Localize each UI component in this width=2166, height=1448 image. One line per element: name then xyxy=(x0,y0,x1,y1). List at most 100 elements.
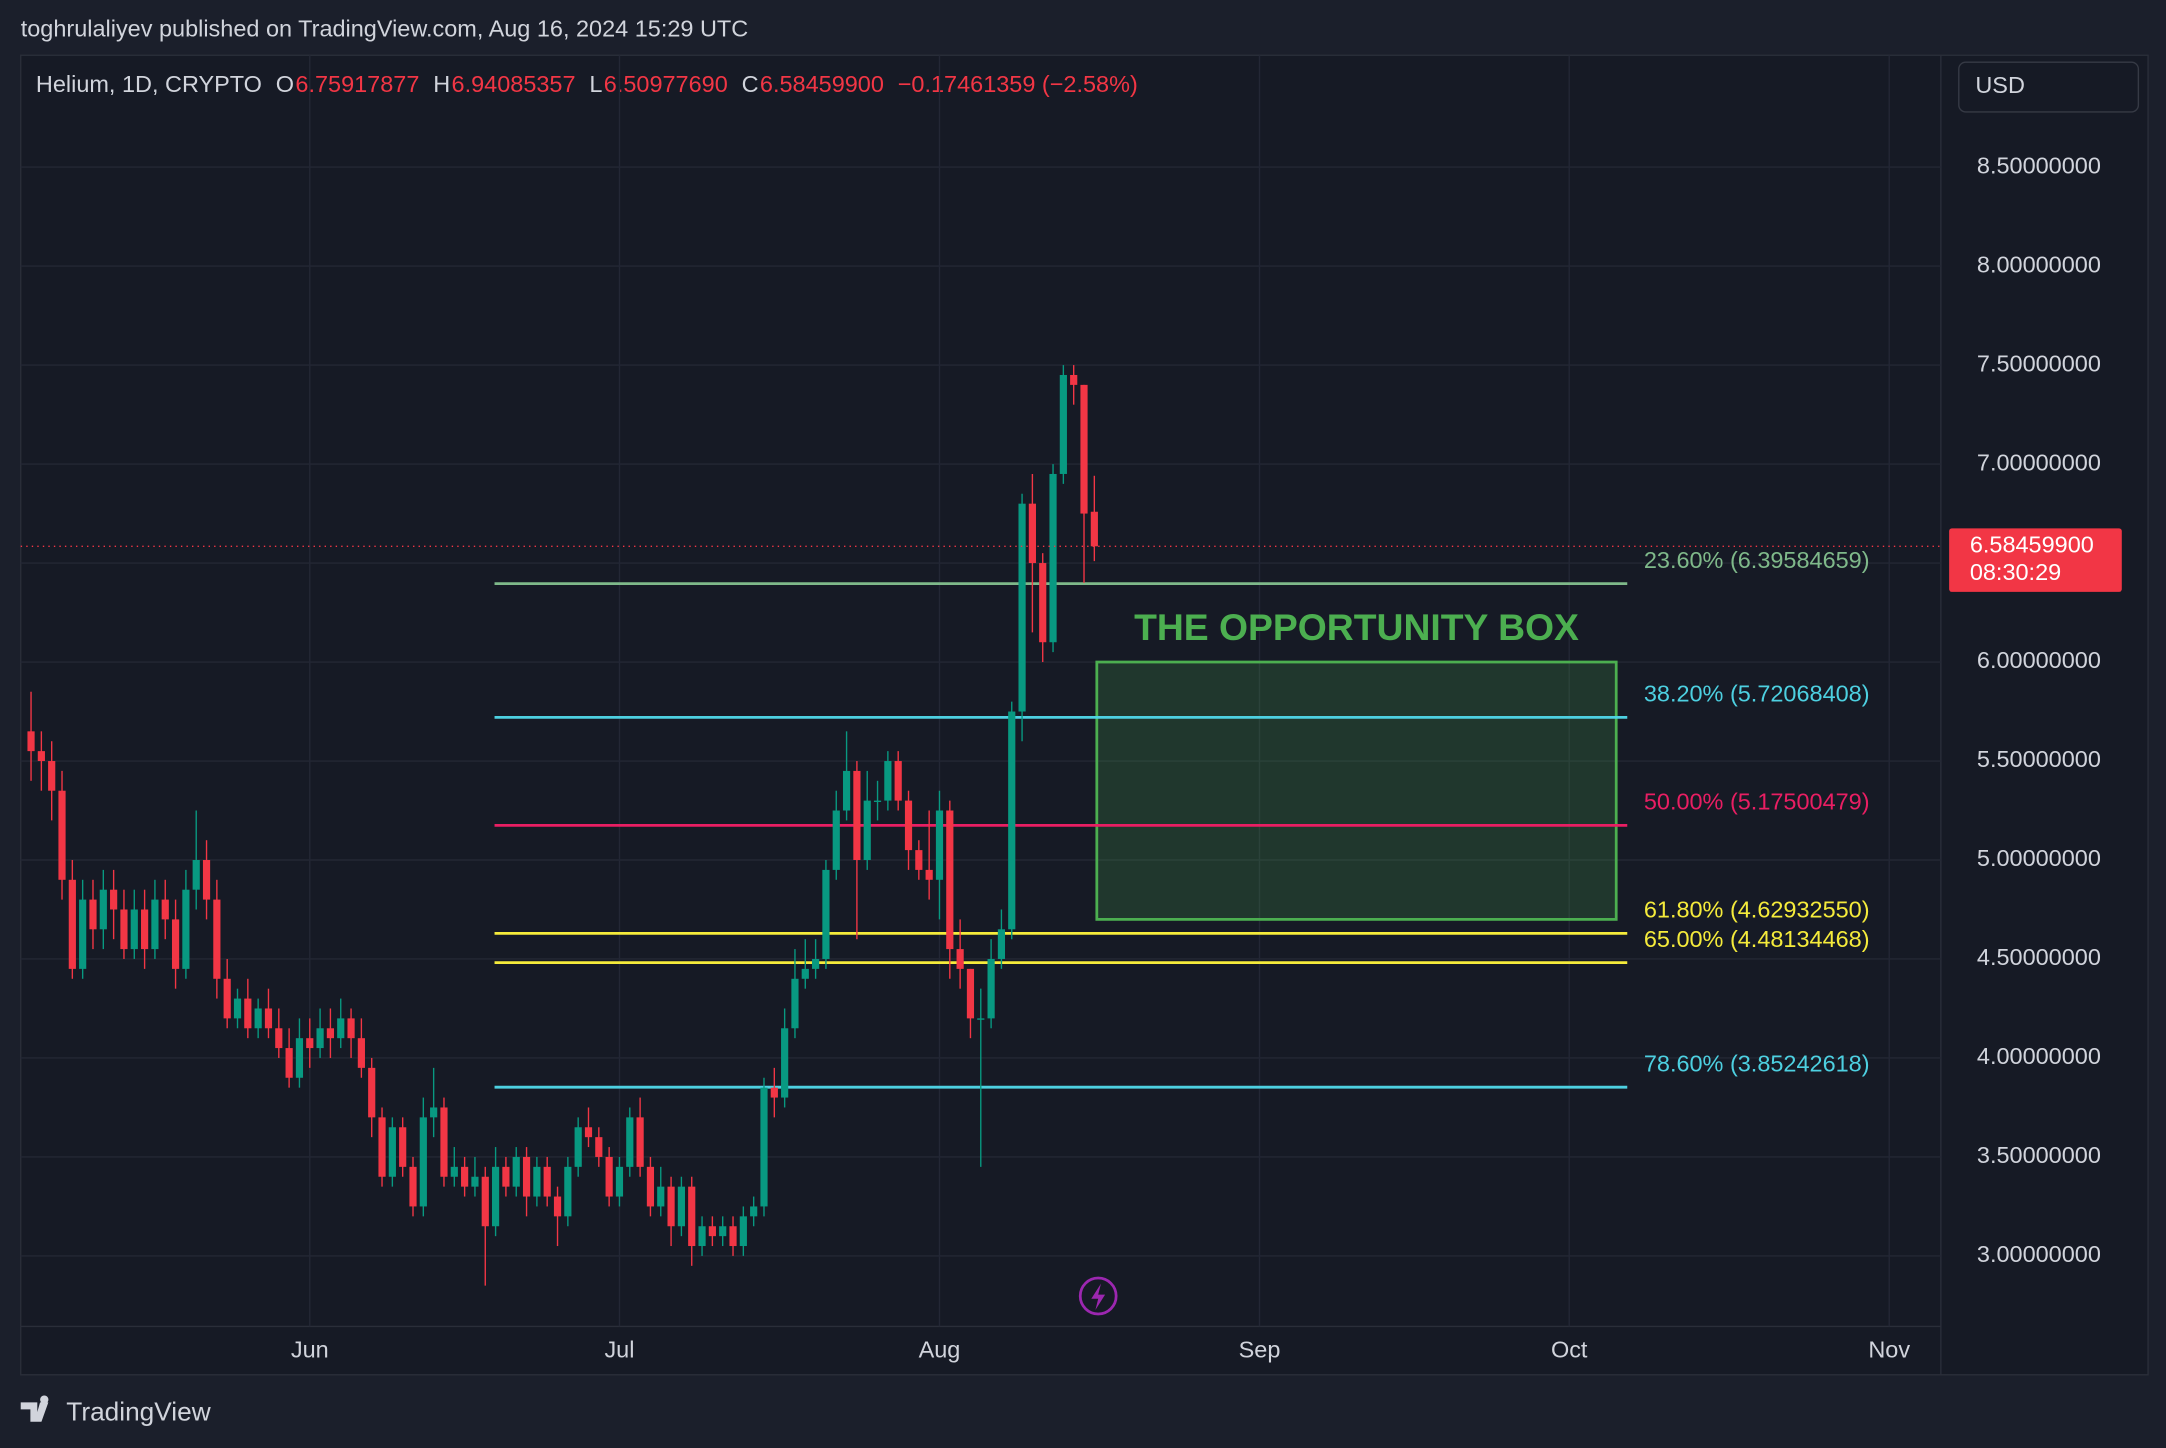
candle-body xyxy=(430,1107,438,1118)
candle-body xyxy=(1080,384,1088,514)
candle-body xyxy=(873,800,882,802)
y-tick-label: 4.00000000 xyxy=(1977,1043,2101,1069)
legend-key: L xyxy=(589,71,602,97)
candle-body xyxy=(812,958,820,969)
fib-label: 65.00% (4.48134468) xyxy=(1644,926,1870,952)
candle-body xyxy=(584,1127,593,1138)
candle-body xyxy=(110,889,118,910)
candle-body xyxy=(605,1156,613,1197)
y-tick-label: 7.00000000 xyxy=(1977,449,2101,475)
candle-body xyxy=(306,1038,314,1049)
candle-body xyxy=(626,1117,634,1167)
candle-body xyxy=(1008,711,1016,930)
candle-body xyxy=(915,850,923,870)
candle-body xyxy=(368,1067,376,1118)
candle-body xyxy=(574,1127,582,1167)
candle-body xyxy=(533,1166,541,1197)
fib-label: 38.20% (5.72068408) xyxy=(1644,680,1870,706)
candle-body xyxy=(223,978,231,1019)
candle-body xyxy=(151,899,159,950)
fib-label: 61.80% (4.62932550) xyxy=(1644,896,1870,922)
candle-body xyxy=(595,1137,603,1157)
legend-value: 6.58459900 xyxy=(760,71,884,97)
last-price-label: 6.58459900 xyxy=(1970,532,2094,558)
last-price-tag xyxy=(1949,528,2122,592)
candle-body xyxy=(997,929,1006,959)
symbol: Helium, 1D, CRYPTO xyxy=(36,71,262,97)
candle-body xyxy=(801,968,809,979)
candle-body xyxy=(202,860,211,900)
y-tick-label: 4.50000000 xyxy=(1977,944,2101,970)
y-tick-label: 7.50000000 xyxy=(1977,350,2101,376)
x-tick-label: Sep xyxy=(1239,1336,1281,1362)
y-tick-label: 5.00000000 xyxy=(1977,845,2101,871)
currency-button[interactable] xyxy=(1958,61,2140,113)
y-tick-label: 3.00000000 xyxy=(1977,1241,2101,1267)
candle-body xyxy=(213,899,221,979)
candle-body xyxy=(677,1186,685,1227)
candle-body xyxy=(285,1048,293,1078)
candle-body xyxy=(461,1166,469,1187)
candle-body xyxy=(399,1127,407,1167)
candle-body xyxy=(58,790,66,880)
candle-body xyxy=(956,949,964,969)
candle-body xyxy=(440,1107,448,1177)
candle-body xyxy=(192,860,200,890)
candle-body xyxy=(182,889,190,969)
candle-body xyxy=(770,1087,778,1098)
candle-body xyxy=(904,800,913,851)
candle-body xyxy=(141,909,149,950)
candle-body xyxy=(326,1028,335,1039)
candle-body xyxy=(925,869,933,880)
candle-body xyxy=(946,810,954,950)
candle-body xyxy=(27,731,35,752)
y-tick-label: 8.50000000 xyxy=(1977,152,2101,178)
candle-body xyxy=(419,1117,427,1207)
candle-body xyxy=(977,1018,985,1020)
y-tick-label: 5.50000000 xyxy=(1977,746,2101,772)
event-bolt[interactable] xyxy=(1091,1283,1106,1310)
box-title: THE OPPORTUNITY BOX xyxy=(1134,606,1579,648)
currency[interactable]: USD xyxy=(1975,72,2025,98)
candle-body xyxy=(130,909,138,950)
candle-body xyxy=(842,770,851,811)
legend-key: O xyxy=(276,71,294,97)
candle-body xyxy=(491,1166,500,1227)
candle-body xyxy=(337,1018,345,1039)
candle-body xyxy=(161,899,169,920)
x-tick-label: Oct xyxy=(1551,1336,1588,1362)
candle-body xyxy=(171,919,180,969)
event-circle[interactable] xyxy=(1078,1276,1118,1316)
y-tick-label: 8.00000000 xyxy=(1977,251,2101,277)
fib-label: 78.60% (3.85242618) xyxy=(1644,1050,1870,1076)
candle-body xyxy=(1049,473,1057,643)
x-tick-label: Nov xyxy=(1868,1336,1910,1362)
candle-body xyxy=(884,761,892,801)
candle-body xyxy=(450,1166,458,1177)
logo-icon xyxy=(20,1395,49,1422)
candle-body xyxy=(543,1166,551,1197)
candle-body xyxy=(522,1156,531,1197)
candle-body xyxy=(894,761,902,801)
y-tick-label: 6.00000000 xyxy=(1977,647,2101,673)
candle-body xyxy=(264,1008,273,1029)
candle-body xyxy=(1039,563,1047,643)
candle-body xyxy=(667,1186,675,1227)
candle-body xyxy=(822,869,830,959)
candle-body xyxy=(244,998,252,1029)
candle-body xyxy=(1028,503,1036,564)
candle-body xyxy=(636,1117,644,1167)
candle-body xyxy=(378,1117,386,1177)
candle-body xyxy=(357,1038,365,1068)
x-tick-label: Aug xyxy=(919,1336,961,1362)
candle-body xyxy=(1090,511,1098,547)
candle-body xyxy=(409,1166,417,1207)
candle-body xyxy=(481,1176,489,1227)
candle-body xyxy=(48,761,56,791)
candle-body xyxy=(89,899,97,930)
candle-body xyxy=(1059,374,1067,474)
candle-body xyxy=(512,1156,520,1187)
candle-body xyxy=(781,1028,789,1098)
events-icon[interactable] xyxy=(1078,1276,1118,1316)
